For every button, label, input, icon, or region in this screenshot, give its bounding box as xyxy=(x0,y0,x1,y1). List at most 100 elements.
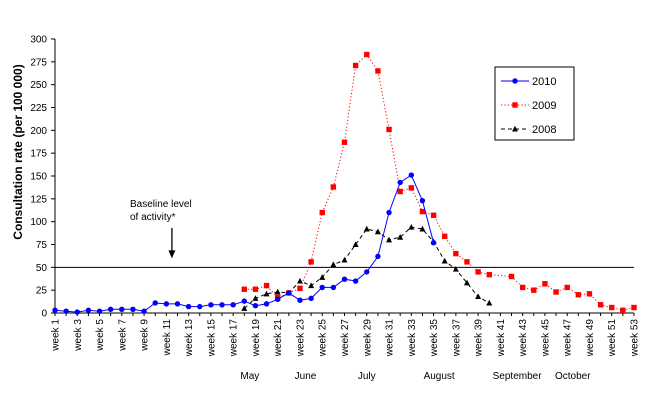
x-tick-label: week 43 xyxy=(518,319,529,358)
data-point xyxy=(508,273,515,280)
x-tick-label: week 5 xyxy=(95,319,106,352)
data-point xyxy=(352,62,359,69)
y-tick-label: 0 xyxy=(41,309,47,320)
data-point xyxy=(274,296,281,302)
data-point xyxy=(330,284,337,291)
data-point xyxy=(341,276,348,282)
baseline-arrow-head xyxy=(168,250,176,259)
x-tick-label: week 11 xyxy=(162,319,173,357)
y-tick-label: 75 xyxy=(36,240,48,251)
data-point xyxy=(564,284,570,291)
data-point xyxy=(297,297,303,303)
data-point xyxy=(597,302,604,308)
y-tick-label: 100 xyxy=(30,217,47,228)
x-tick-label: week 41 xyxy=(496,319,507,358)
legend-item-2010: 2010 xyxy=(501,76,556,88)
x-tick-label: week 19 xyxy=(251,319,262,358)
data-point xyxy=(452,265,459,272)
x-ticks: week 1 week 3 week 5 week 7 week 9 week 11 wee… xyxy=(51,313,641,357)
x-tick-label: week 47 xyxy=(563,319,574,358)
data-point xyxy=(542,281,548,287)
data-point xyxy=(464,259,470,265)
data-point xyxy=(531,287,537,293)
data-point xyxy=(430,239,437,246)
x-tick-label: week 15 xyxy=(206,319,217,358)
data-point xyxy=(620,307,626,313)
series-line xyxy=(243,226,490,309)
baseline-label-line2: of activity* xyxy=(130,212,176,223)
data-point xyxy=(63,308,69,314)
x-tick-label: week 23 xyxy=(295,319,306,358)
x-tick-label: week 25 xyxy=(318,319,329,358)
data-point xyxy=(486,271,492,278)
data-point xyxy=(341,256,348,263)
x-tick-label: week 53 xyxy=(630,319,641,358)
x-tick-label: week 9 xyxy=(140,319,151,352)
data-point xyxy=(241,305,248,311)
x-tick-label: week 33 xyxy=(407,319,418,358)
legend-items: 2010 2009 2008 xyxy=(501,76,556,136)
data-point xyxy=(453,250,459,257)
data-point xyxy=(74,309,80,315)
data-point xyxy=(397,179,403,186)
data-point xyxy=(107,306,114,313)
y-tick-label: 250 xyxy=(30,80,47,91)
data-point xyxy=(609,304,615,311)
y-tick-label: 175 xyxy=(30,149,47,160)
x-tick-label: week 35 xyxy=(429,319,440,358)
data-point xyxy=(297,285,303,292)
legend: 2010 2009 2008 xyxy=(494,66,575,141)
series-2010 xyxy=(52,172,437,315)
month-label: October xyxy=(555,371,591,382)
data-point xyxy=(475,293,482,300)
data-point xyxy=(152,300,158,306)
legend-label: 2008 xyxy=(532,124,556,136)
data-point xyxy=(252,286,259,292)
month-labels: May June July August September October xyxy=(240,371,591,382)
legend-item-2008: 2008 xyxy=(501,124,556,136)
data-point xyxy=(419,208,426,215)
month-label: September xyxy=(493,371,543,382)
x-tick-label: week 1 xyxy=(51,319,62,352)
data-point xyxy=(631,304,637,311)
data-point xyxy=(330,184,337,190)
data-point xyxy=(308,295,314,302)
data-point xyxy=(319,284,325,291)
data-point xyxy=(512,78,518,84)
data-point xyxy=(419,225,426,232)
data-point xyxy=(352,241,359,247)
data-point xyxy=(375,253,381,260)
y-ticks: 0 25 50 75 100 125 150 175 200 225 250 275 300 xyxy=(30,35,55,320)
data-point xyxy=(296,277,303,284)
x-tick-label: week 27 xyxy=(340,319,351,358)
data-point xyxy=(230,302,236,308)
x-tick-label: week 21 xyxy=(273,319,284,358)
data-point xyxy=(463,279,470,286)
data-point xyxy=(363,225,370,232)
data-point xyxy=(208,302,214,308)
data-point xyxy=(375,68,381,74)
data-point xyxy=(263,290,270,297)
data-point xyxy=(419,197,426,204)
legend-item-2009: 2009 xyxy=(501,100,556,112)
data-point xyxy=(163,301,170,307)
month-label: July xyxy=(358,371,376,382)
data-point xyxy=(397,233,404,240)
data-point xyxy=(185,303,192,310)
data-point xyxy=(174,301,181,307)
x-tick-label: week 51 xyxy=(607,319,618,358)
data-point xyxy=(442,233,448,239)
y-tick-label: 150 xyxy=(30,172,47,183)
data-point xyxy=(252,295,259,301)
data-point xyxy=(441,257,448,264)
data-point xyxy=(330,261,337,268)
data-point xyxy=(263,301,270,307)
data-point xyxy=(119,306,125,313)
data-point xyxy=(341,139,348,145)
month-label: August xyxy=(424,371,455,382)
data-point xyxy=(386,209,392,216)
data-point xyxy=(319,274,326,280)
data-point xyxy=(141,308,147,314)
data-point xyxy=(130,306,136,313)
